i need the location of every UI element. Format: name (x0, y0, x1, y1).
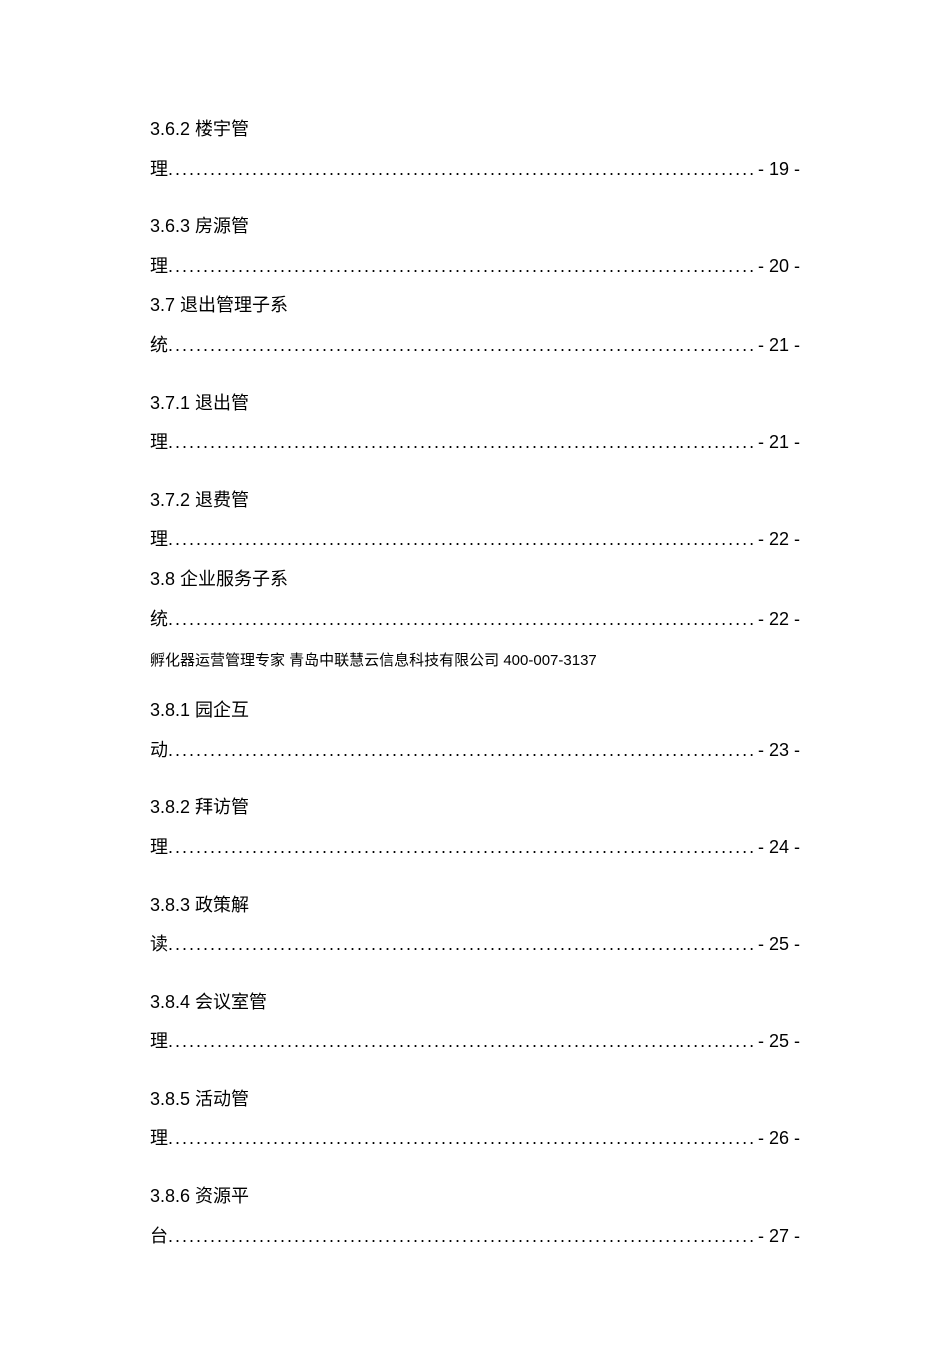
toc-dots (168, 1022, 754, 1062)
toc-entry: 3.8.5 活动管理 - 26 - (150, 1080, 800, 1159)
toc-title-last-char: 理 (150, 828, 168, 868)
toc-entry: 3.7.1 退出管理 - 21 - (150, 384, 800, 463)
toc-title-first-line: 3.8 企业服务子系 (150, 560, 800, 600)
toc-dots (168, 600, 754, 640)
toc-page-number: - 24 - (754, 828, 800, 868)
toc-dots (168, 1217, 754, 1257)
toc-leader-line: 理 - 21 - (150, 423, 800, 463)
toc-title-first-line: 3.6.3 房源管 (150, 207, 800, 247)
toc-leader-line: 台 - 27 - (150, 1217, 800, 1257)
toc-leader-line: 统 - 21 - (150, 326, 800, 366)
toc-dots (168, 326, 754, 366)
toc-leader-line: 统 - 22 - (150, 600, 800, 640)
toc-page-number: - 25 - (754, 1022, 800, 1062)
toc-title-last-char: 理 (150, 1022, 168, 1062)
toc-page-number: - 21 - (754, 423, 800, 463)
toc-entry: 3.8.6 资源平台 - 27 - (150, 1177, 800, 1256)
toc-title-last-char: 理 (150, 150, 168, 190)
toc-title-last-char: 统 (150, 326, 168, 366)
toc-title-last-char: 理 (150, 423, 168, 463)
toc-title-first-line: 3.8.2 拜访管 (150, 788, 800, 828)
toc-leader-line: 读 - 25 - (150, 925, 800, 965)
toc-page-number: - 20 - (754, 247, 800, 287)
toc-title-last-char: 读 (150, 925, 168, 965)
toc-dots (168, 150, 754, 190)
toc-entry: 3.6.3 房源管理 - 20 - (150, 207, 800, 286)
toc-page-number: - 19 - (754, 150, 800, 190)
toc-page-number: - 27 - (754, 1217, 800, 1257)
toc-dots (168, 731, 754, 771)
toc-page-number: - 22 - (754, 520, 800, 560)
toc-leader-line: 理 - 26 - (150, 1119, 800, 1159)
footer-note: 孵化器运营管理专家 青岛中联慧云信息科技有限公司 400-007-3137 (150, 649, 800, 673)
toc-entry: 3.8.3 政策解读 - 25 - (150, 886, 800, 965)
toc-title-first-line: 3.7.1 退出管 (150, 384, 800, 424)
toc-leader-line: 理 - 19 - (150, 150, 800, 190)
toc-title-first-line: 3.8.1 园企互 (150, 691, 800, 731)
toc-dots (168, 423, 754, 463)
toc-title-last-char: 理 (150, 520, 168, 560)
toc-entry: 3.8.2 拜访管理 - 24 - (150, 788, 800, 867)
toc-title-first-line: 3.7 退出管理子系 (150, 286, 800, 326)
toc-dots (168, 520, 754, 560)
toc-entry: 3.8 企业服务子系统 - 22 - (150, 560, 800, 639)
toc-page-number: - 21 - (754, 326, 800, 366)
toc-page-number: - 26 - (754, 1119, 800, 1159)
toc-title-first-line: 3.7.2 退费管 (150, 481, 800, 521)
toc-page-number: - 23 - (754, 731, 800, 771)
toc-title-first-line: 3.6.2 楼宇管 (150, 110, 800, 150)
toc-title-last-char: 理 (150, 1119, 168, 1159)
toc-dots (168, 247, 754, 287)
toc-title-last-char: 台 (150, 1217, 168, 1257)
toc-dots (168, 1119, 754, 1159)
toc-title-last-char: 统 (150, 600, 168, 640)
toc-entry: 3.8.1 园企互动 - 23 - (150, 691, 800, 770)
toc-title-first-line: 3.8.5 活动管 (150, 1080, 800, 1120)
toc-dots (168, 925, 754, 965)
toc-page-number: - 25 - (754, 925, 800, 965)
toc-leader-line: 理 - 24 - (150, 828, 800, 868)
toc-title-first-line: 3.8.3 政策解 (150, 886, 800, 926)
toc-entry: 3.7.2 退费管理 - 22 - (150, 481, 800, 560)
toc-title-last-char: 理 (150, 247, 168, 287)
toc-leader-line: 动 - 23 - (150, 731, 800, 771)
toc-title-first-line: 3.8.4 会议室管 (150, 983, 800, 1023)
toc-dots (168, 828, 754, 868)
toc-leader-line: 理 - 22 - (150, 520, 800, 560)
toc-title-first-line: 3.8.6 资源平 (150, 1177, 800, 1217)
toc-title-last-char: 动 (150, 731, 168, 771)
toc-entry: 3.8.4 会议室管理 - 25 - (150, 983, 800, 1062)
toc-page-number: - 22 - (754, 600, 800, 640)
toc-leader-line: 理 - 25 - (150, 1022, 800, 1062)
toc-entry: 3.7 退出管理子系统 - 21 - (150, 286, 800, 365)
toc-container: 3.6.2 楼宇管理 - 19 - 3.6.3 房源管理 - 20 -3.7 退出管理… (150, 110, 800, 1256)
toc-leader-line: 理 - 20 - (150, 247, 800, 287)
toc-entry: 3.6.2 楼宇管理 - 19 - (150, 110, 800, 189)
